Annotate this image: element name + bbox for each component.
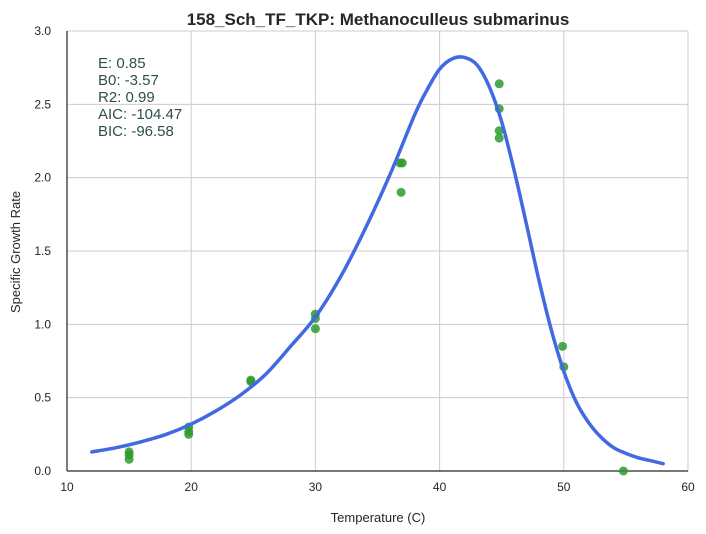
tick-labels: 10 20 30 40 50 60 0.0 0.5 1.0 1.5 2.0 2.5 3.0 bbox=[34, 24, 695, 494]
x-tick-label: 40 bbox=[433, 480, 447, 494]
y-tick-label: 2.0 bbox=[34, 171, 51, 185]
x-tick-label: 30 bbox=[309, 480, 323, 494]
grid bbox=[66, 30, 689, 472]
fit-statistic: AIC: -104.47 bbox=[98, 106, 182, 123]
y-tick-label: 2.5 bbox=[34, 97, 51, 111]
fit-statistic: E: 0.85 bbox=[98, 55, 146, 72]
y-tick-label: 0.0 bbox=[34, 464, 51, 478]
data-point bbox=[124, 454, 134, 464]
fit-statistic: BIC: -96.58 bbox=[98, 123, 174, 140]
fitted-curve bbox=[90, 55, 665, 466]
x-tick-label: 20 bbox=[185, 480, 199, 494]
axes bbox=[66, 31, 688, 472]
x-tick-label: 50 bbox=[557, 480, 571, 494]
y-axis-label: Specific Growth Rate bbox=[8, 191, 23, 313]
plot-area bbox=[90, 55, 665, 476]
y-tick-label: 1.0 bbox=[34, 317, 51, 331]
data-point bbox=[494, 133, 504, 143]
data-point bbox=[184, 429, 194, 439]
data-point bbox=[397, 158, 407, 168]
data-point bbox=[494, 126, 504, 136]
y-tick-label: 3.0 bbox=[34, 24, 51, 38]
fit-statistic: B0: -3.57 bbox=[98, 72, 159, 89]
x-tick-label: 10 bbox=[60, 480, 74, 494]
chart-title: 158_Sch_TF_TKP: Methanoculleus submarinu… bbox=[187, 10, 570, 29]
y-tick-label: 0.5 bbox=[34, 391, 51, 405]
data-point bbox=[494, 79, 504, 89]
data-point bbox=[310, 324, 320, 334]
data-point bbox=[396, 187, 406, 197]
x-axis-label: Temperature (C) bbox=[331, 510, 426, 525]
fit-statistic: R2: 0.99 bbox=[98, 89, 155, 106]
y-tick-label: 1.5 bbox=[34, 244, 51, 258]
x-tick-label: 60 bbox=[681, 480, 695, 494]
data-point bbox=[558, 341, 568, 351]
data-point bbox=[618, 466, 628, 476]
